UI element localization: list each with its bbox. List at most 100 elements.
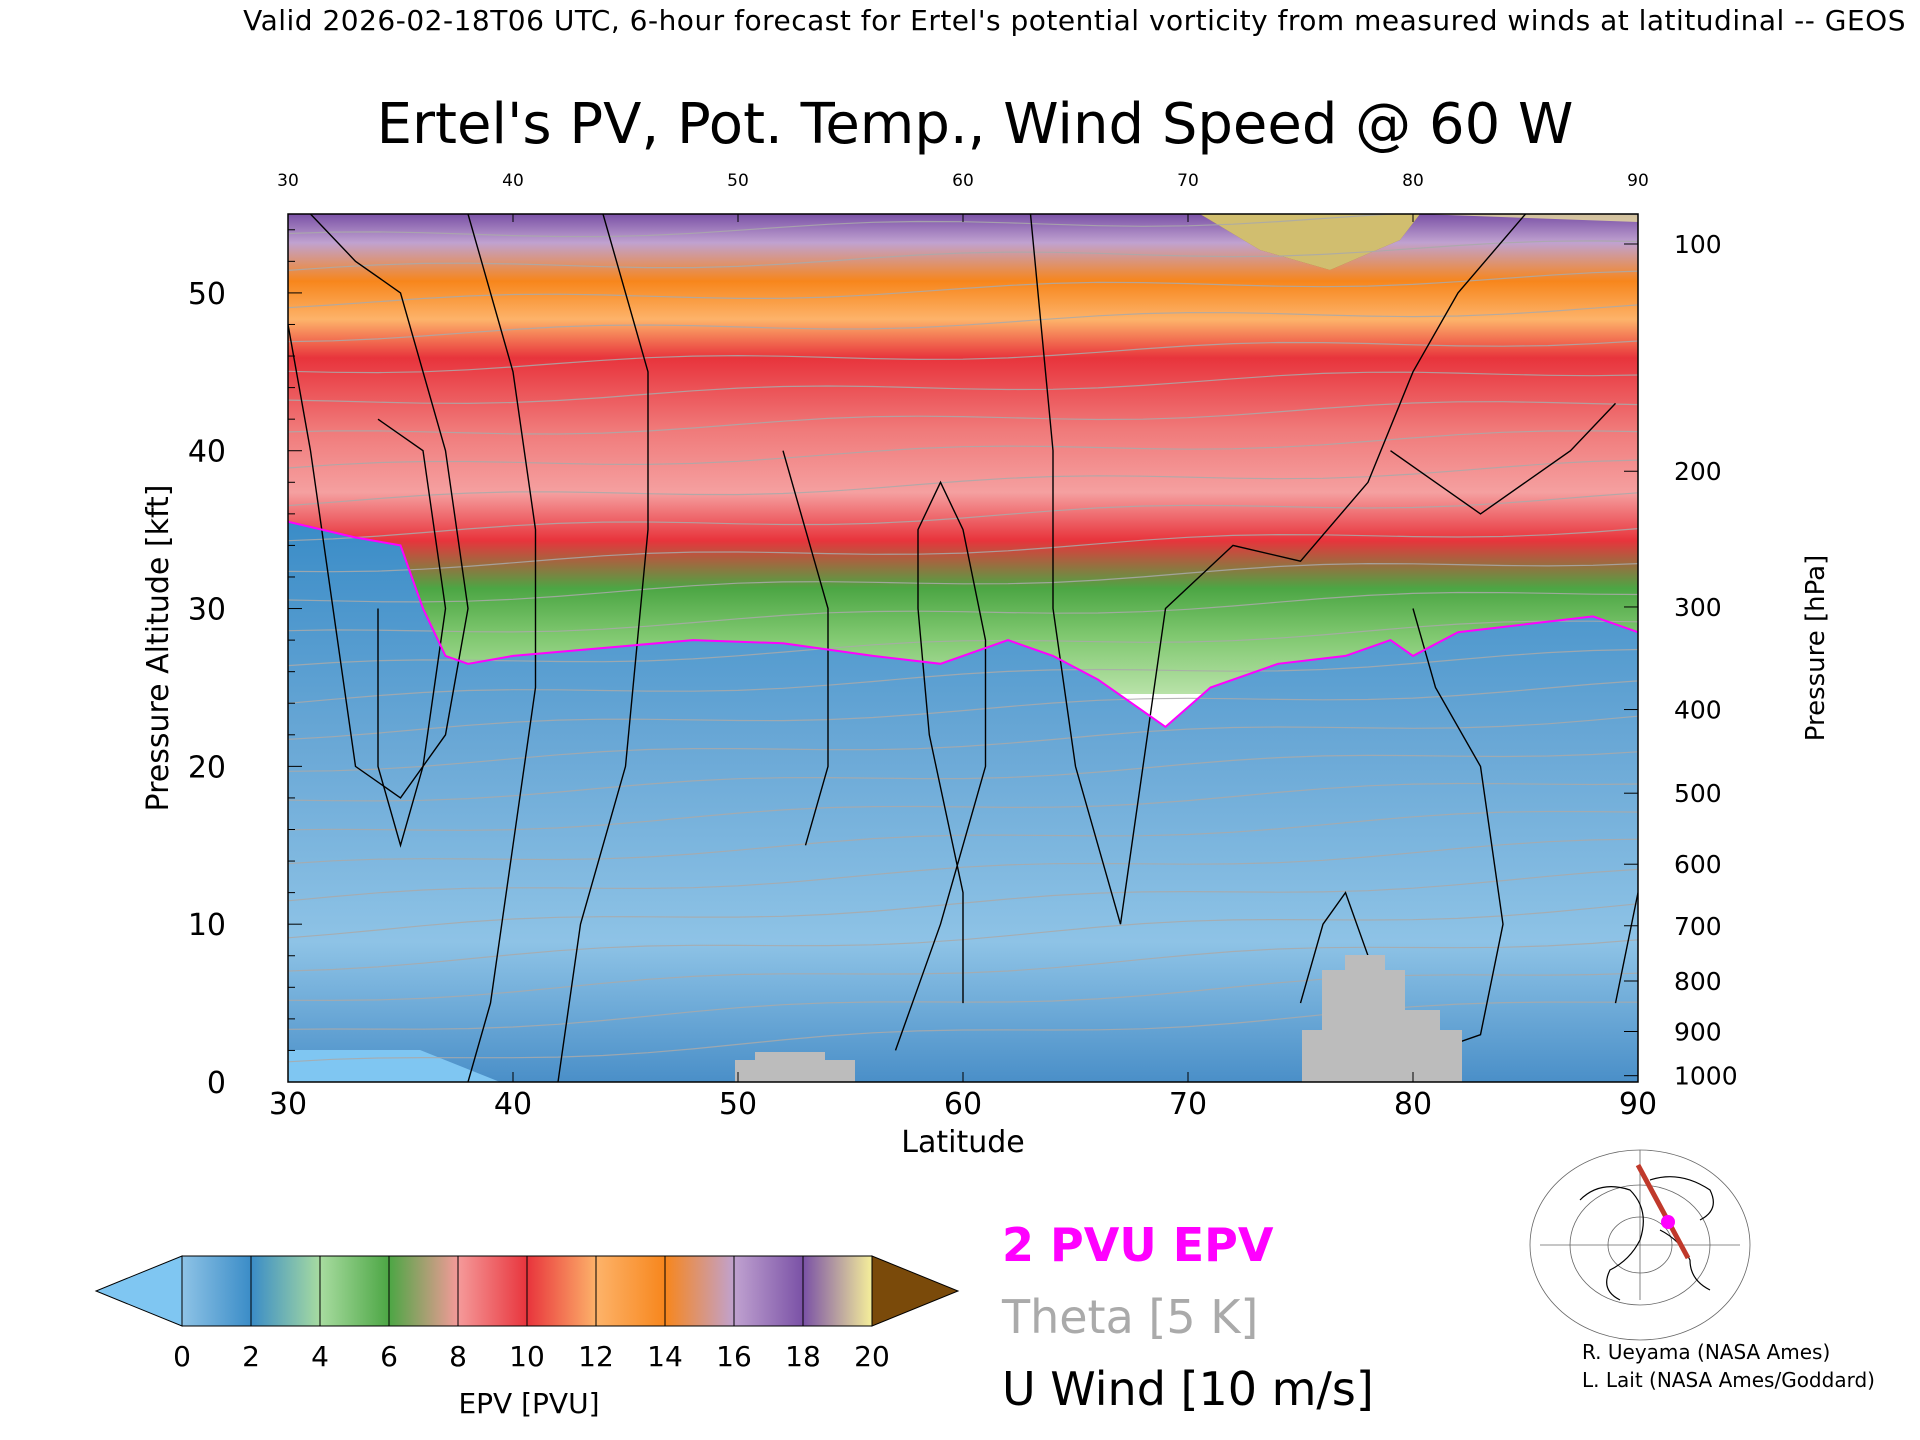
y-tick-label-right: 800 — [1674, 967, 1722, 996]
locator-map — [1529, 1149, 1751, 1341]
y-tick-label-right: 500 — [1674, 779, 1722, 808]
colorbar-tick-label: 6 — [380, 1340, 398, 1373]
top-yellow-band — [288, 214, 1638, 270]
colorbar-segment — [320, 1256, 390, 1326]
y-tick-label-left: 20 — [188, 750, 226, 785]
theta-lines — [288, 214, 1638, 1063]
theta-line — [288, 751, 1638, 802]
legend-pv: 2 PVU EPV — [1002, 1218, 1274, 1272]
y-axis-right: 100 200 300 400 500 600 700 800 900 1000 — [1624, 230, 1738, 1091]
theta-line — [288, 401, 1638, 435]
colorbar-segment — [803, 1256, 873, 1326]
colorbar-segment — [182, 1256, 252, 1326]
x-axis-label: Latitude — [901, 1125, 1024, 1160]
u-wind-contour — [377, 418, 447, 848]
credit-line-2: L. Lait (NASA Ames/Goddard) — [1582, 1368, 1875, 1392]
theta-line — [288, 1001, 1638, 1063]
x-axis-bottom: 30 40 50 60 70 80 90 — [269, 1072, 1657, 1122]
colorbar-tick-label: 20 — [854, 1340, 890, 1373]
x-tick-label: 30 — [269, 1087, 307, 1122]
theta-line — [288, 715, 1638, 772]
y-tick-label-right: 600 — [1674, 850, 1722, 879]
theta-line — [288, 620, 1638, 667]
x-tick-label: 60 — [944, 1087, 982, 1122]
x-tick-label-top: 90 — [1627, 171, 1649, 191]
colorbar-segment — [458, 1256, 528, 1326]
theta-line — [288, 782, 1638, 831]
legend-theta: Theta [5 K] — [1002, 1290, 1259, 1344]
colorbar-frame — [181, 1255, 873, 1327]
x-tick-label: 90 — [1619, 1087, 1657, 1122]
u-wind-contour — [782, 450, 829, 846]
credit-line-1: R. Ueyama (NASA Ames) — [1582, 1340, 1831, 1364]
colorbar-tick-label: 18 — [785, 1340, 821, 1373]
y-tick-label-left: 50 — [188, 277, 226, 312]
u-wind-contour — [894, 480, 987, 1051]
y-tick-label-right: 1000 — [1674, 1062, 1738, 1091]
x-axis-top: 30 40 50 60 70 80 90 — [277, 171, 1649, 222]
colorbar-segment — [596, 1256, 666, 1326]
x-tick-label: 40 — [494, 1087, 532, 1122]
colorbar-tick-label: 4 — [311, 1340, 329, 1373]
colorbar-segment — [734, 1256, 804, 1326]
chart-title: Ertel's PV, Pot. Temp., Wind Speed @ 60 … — [376, 92, 1574, 157]
x-tick-label: 80 — [1394, 1087, 1432, 1122]
colorbar-tick-label: 16 — [716, 1340, 752, 1373]
y-tick-label-right: 200 — [1674, 457, 1722, 486]
theta-line — [288, 838, 1638, 902]
u-wind-contour — [467, 214, 537, 1082]
theta-line — [288, 492, 1638, 542]
y-axis-left: 0 10 20 30 40 50 — [188, 229, 302, 1101]
colorbar-segment — [665, 1256, 735, 1326]
theta-line — [288, 430, 1638, 469]
x-tick-label-top: 50 — [727, 171, 749, 191]
colorbar-label: EPV [PVU] — [458, 1387, 599, 1420]
theta-line — [288, 648, 1638, 704]
theta-line — [288, 240, 1638, 271]
colorbar-segment — [527, 1256, 597, 1326]
u-wind-contour — [1029, 214, 1527, 925]
u-wind-contour — [1390, 402, 1617, 515]
u-wind-contour — [1614, 892, 1638, 1004]
theta-line — [288, 810, 1638, 865]
header-text: Valid 2026-02-18T06 UTC, 6-hour forecast… — [243, 4, 1906, 37]
stratosphere-fill — [288, 214, 1638, 694]
colorbar-tick-label: 0 — [173, 1340, 191, 1373]
x-tick-label-top: 30 — [277, 171, 299, 191]
terrain-blocks — [735, 955, 1462, 1082]
x-tick-label-top: 60 — [952, 171, 974, 191]
theta-line — [288, 270, 1638, 309]
y-tick-label-right: 100 — [1674, 230, 1722, 259]
theta-line — [288, 528, 1638, 573]
colorbar-tick-label: 8 — [449, 1340, 467, 1373]
colorbar: 0 2 4 6 8 10 12 14 16 18 20 — [94, 1255, 960, 1373]
surface-light-patch — [288, 1050, 500, 1082]
colorbar-tick-label: 14 — [647, 1340, 683, 1373]
y-axis-label-left: Pressure Altitude [kft] — [141, 485, 176, 812]
theta-line — [288, 304, 1638, 343]
theta-line — [288, 340, 1638, 374]
wind-contours — [288, 214, 1638, 1082]
colorbar-tick-label: 10 — [509, 1340, 545, 1373]
y-tick-label-right: 300 — [1674, 593, 1722, 622]
x-tick-label-top: 80 — [1402, 171, 1424, 191]
legend-wind: U Wind [10 m/s] — [1002, 1362, 1374, 1416]
colorbar-over-arrow — [871, 1255, 960, 1327]
theta-line — [288, 459, 1638, 507]
y-tick-label-right: 400 — [1674, 696, 1722, 725]
y-tick-label-left: 40 — [188, 435, 226, 470]
colorbar-tick-label: 2 — [242, 1340, 260, 1373]
y-tick-label-left: 0 — [207, 1066, 226, 1101]
y-axis-label-right: Pressure [hPa] — [1801, 555, 1831, 742]
x-tick-label: 70 — [1169, 1087, 1207, 1122]
colorbar-under-arrow — [94, 1255, 183, 1327]
u-wind-contour — [288, 214, 469, 799]
colorbar-tick-label: 12 — [578, 1340, 614, 1373]
x-tick-label-top: 70 — [1177, 171, 1199, 191]
pv2-tropopause-line — [288, 520, 1638, 729]
x-tick-label-top: 40 — [502, 171, 524, 191]
y-tick-label-left: 30 — [188, 593, 226, 628]
y-tick-label-left: 10 — [188, 908, 226, 943]
theta-line — [288, 591, 1638, 633]
